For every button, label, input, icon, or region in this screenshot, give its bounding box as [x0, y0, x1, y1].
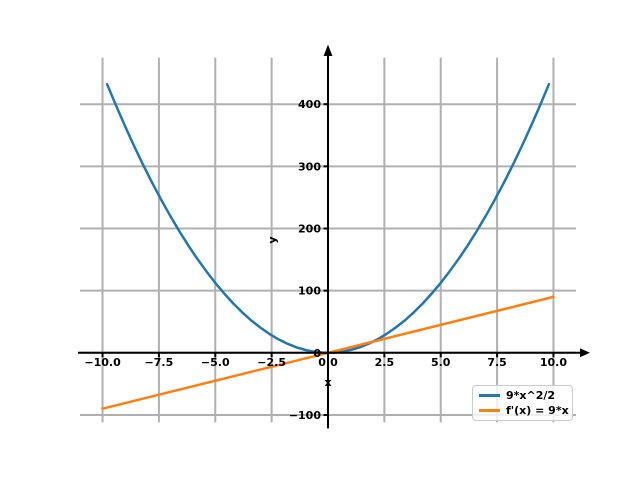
tick-labels: −10.0−7.5−5.0−2.50.02.55.07.510.0−100010… — [84, 98, 567, 422]
y-tick-label: 400 — [298, 98, 321, 111]
x-tick-label: −5.0 — [201, 356, 230, 369]
x-axis-arrow — [580, 348, 590, 358]
x-tick-label: −10.0 — [84, 356, 121, 369]
y-tick-label: 100 — [298, 285, 321, 298]
x-tick-label: 10.0 — [540, 356, 567, 369]
legend-label: 9*x^2/2 — [506, 388, 556, 402]
x-axis-label: x — [324, 376, 331, 389]
legend-entry: 9*x^2/2 — [473, 389, 572, 402]
y-tick-label: −100 — [289, 409, 322, 422]
x-tick-label: 7.5 — [487, 356, 507, 369]
y-axis-label: y — [266, 236, 279, 243]
x-tick-label: 2.5 — [375, 356, 395, 369]
y-tick-label: 200 — [298, 223, 321, 236]
y-tick-label: 300 — [298, 160, 321, 173]
x-tick-label: −2.5 — [257, 356, 286, 369]
x-tick-label: −7.5 — [145, 356, 174, 369]
legend-line-orange-icon — [479, 409, 500, 413]
legend-label: f'(x) = 9*x — [506, 404, 569, 418]
legend-entry: f'(x) = 9*x — [473, 404, 572, 417]
axes — [78, 44, 590, 429]
legend: 9*x^2/2 f'(x) = 9*x — [472, 385, 573, 421]
x-tick-label: 5.0 — [431, 356, 451, 369]
legend-line-blue-icon — [479, 393, 500, 397]
y-axis-arrow — [323, 44, 333, 56]
